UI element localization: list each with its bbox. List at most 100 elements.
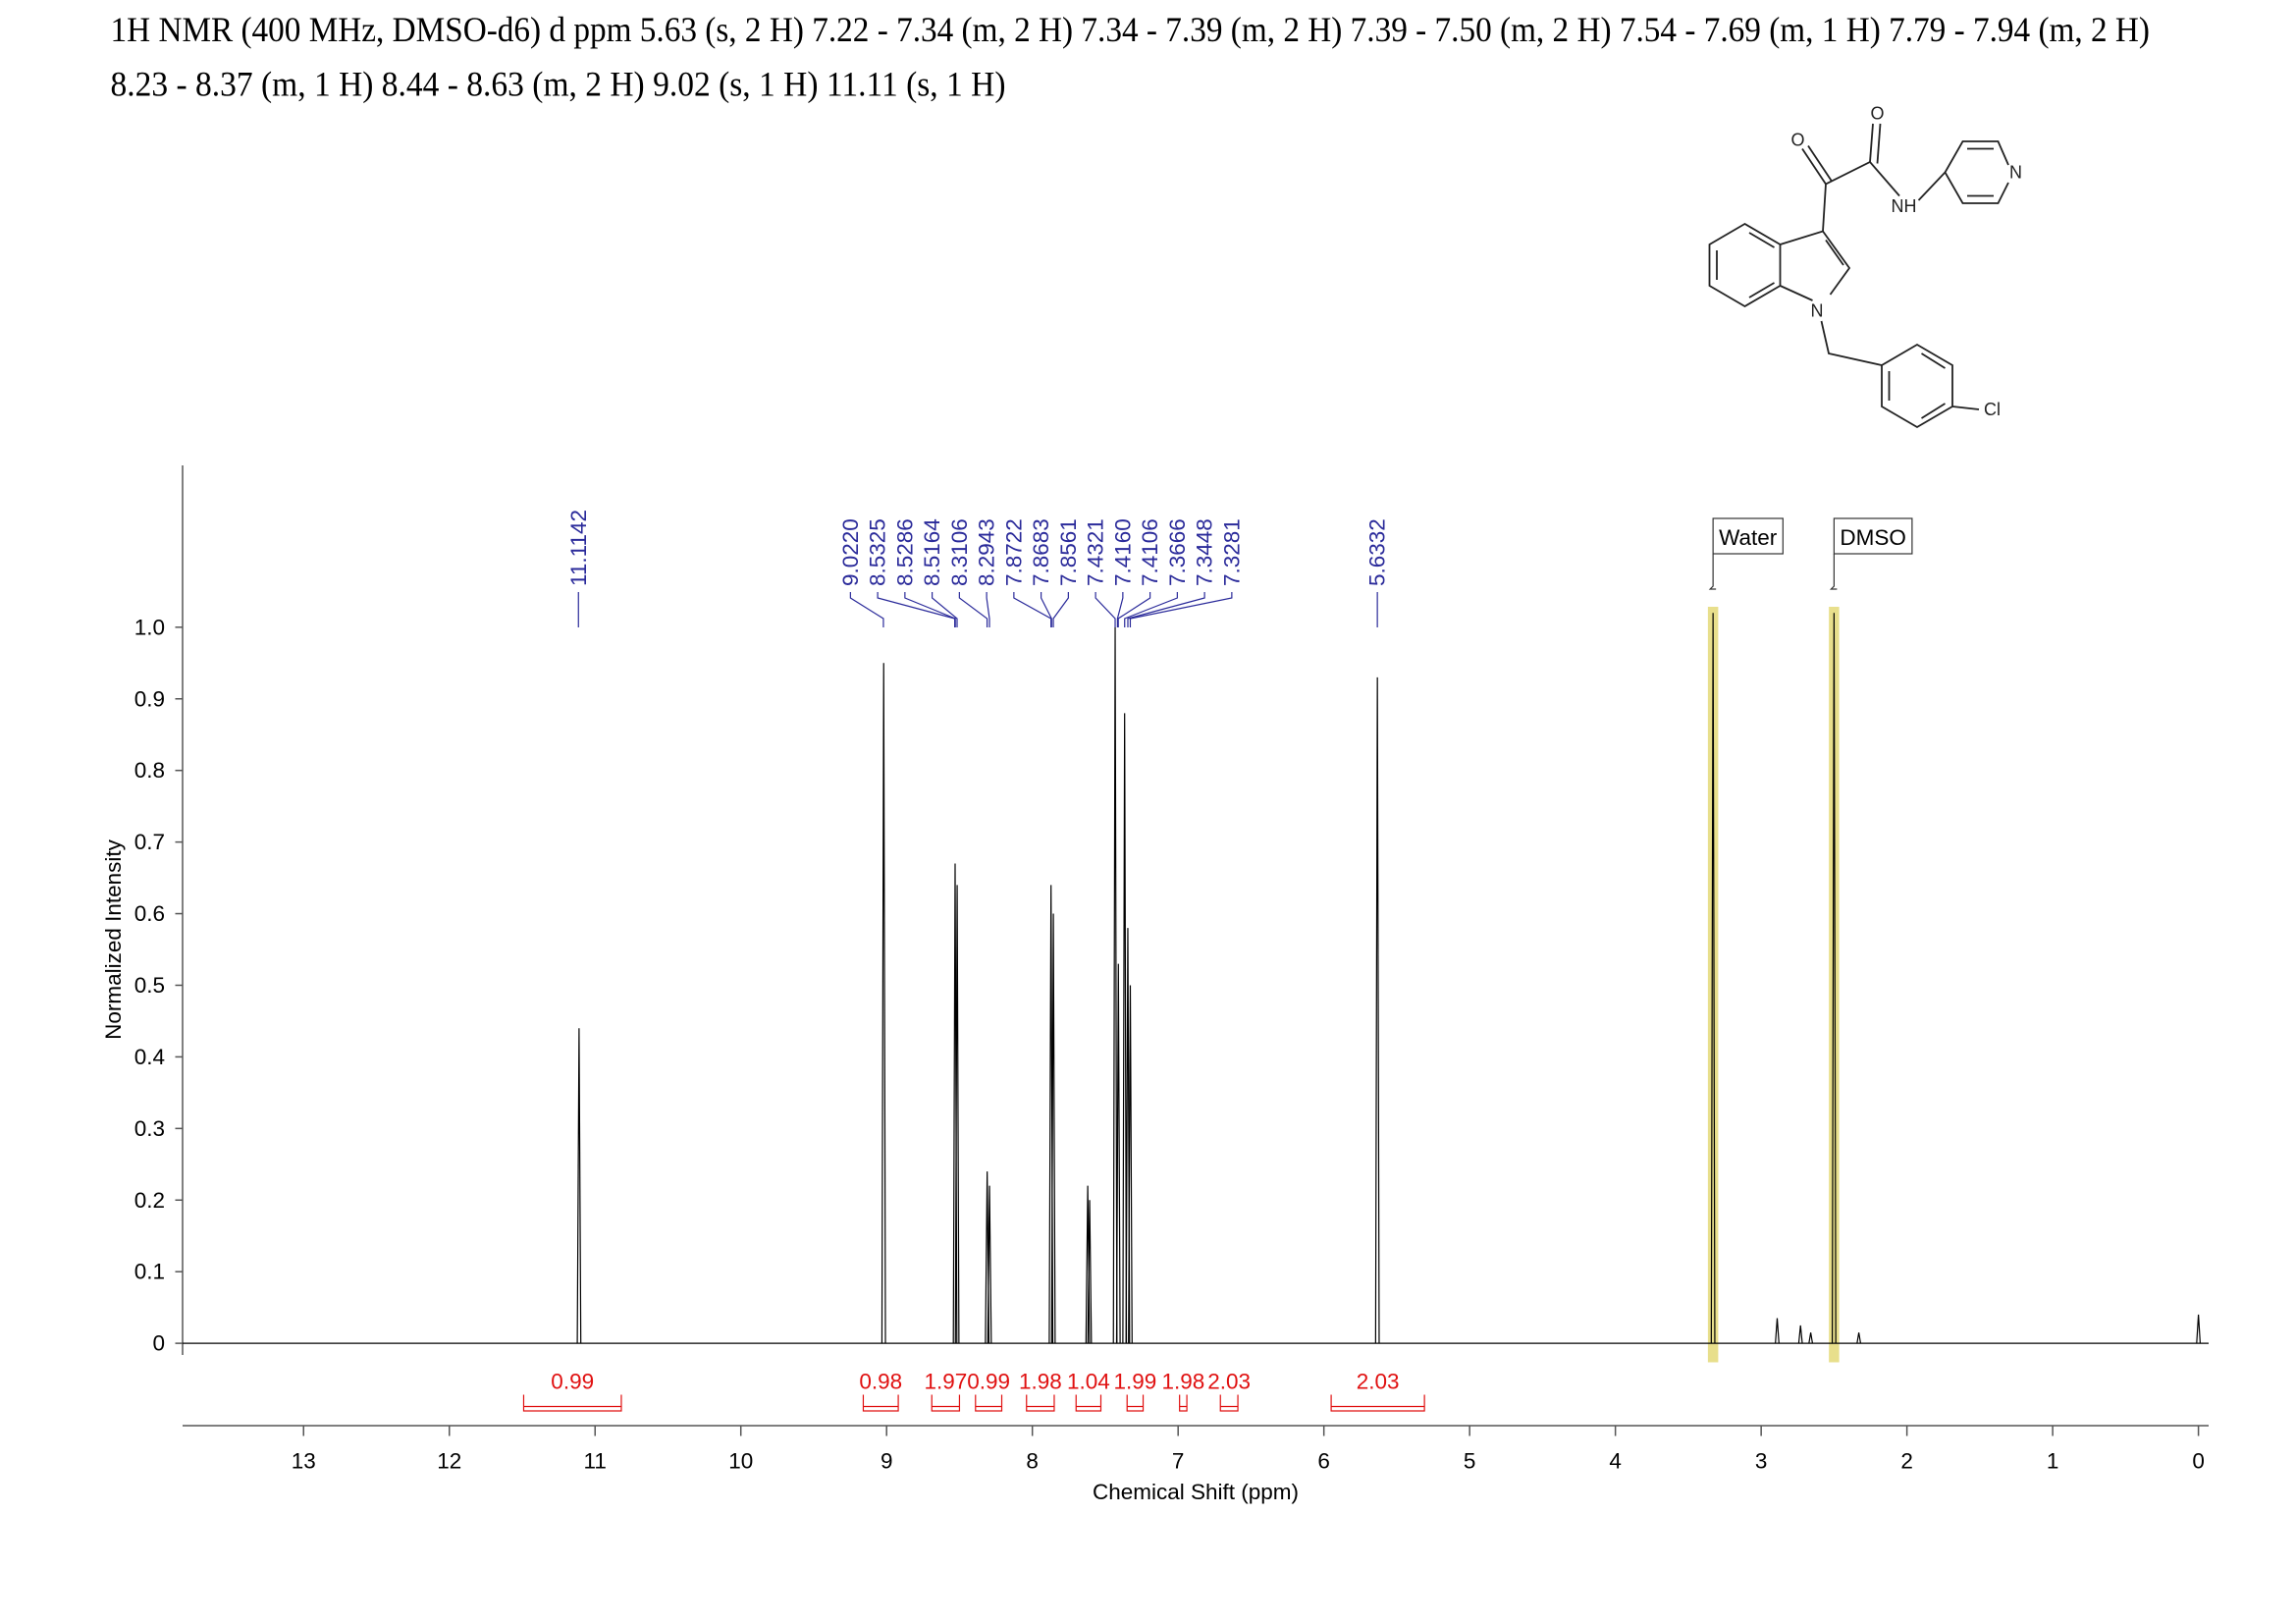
bond — [1780, 230, 1851, 296]
y-tick-label: 0.2 — [134, 1188, 165, 1213]
peak-label: 7.8683 — [1029, 518, 1053, 586]
peak-label: 7.3666 — [1165, 518, 1190, 586]
peak-label: 7.3281 — [1219, 518, 1244, 586]
peak-label: 8.5325 — [866, 518, 890, 586]
integral-bracket — [1330, 1394, 1425, 1412]
peak-label: 8.2943 — [975, 518, 999, 586]
integral-label: 1.04 — [1067, 1370, 1110, 1394]
x-tick-label: 0 — [2192, 1449, 2205, 1474]
peak-label: 7.4321 — [1084, 518, 1108, 586]
peak-label-connector — [1041, 592, 1052, 627]
peak-label: 7.4106 — [1138, 518, 1162, 586]
x-tick-label: 4 — [1609, 1449, 1622, 1474]
y-tick-label: 0.3 — [134, 1116, 165, 1141]
peak — [1050, 913, 1056, 1344]
integral-label: 0.98 — [859, 1370, 902, 1394]
peak — [2196, 1314, 2202, 1344]
atom-label: Cl — [1984, 400, 2001, 419]
y-tick-label: 0.7 — [134, 830, 165, 854]
peak — [1122, 713, 1128, 1344]
x-tick-label: 6 — [1317, 1449, 1330, 1474]
x-tick-label: 5 — [1464, 1449, 1476, 1474]
x-tick-label: 12 — [437, 1449, 461, 1474]
chart-title: 8.23 - 8.37 (m, 1 H) 8.44 - 8.63 (m, 2 H… — [111, 65, 1006, 104]
integral-bracket — [931, 1394, 961, 1412]
peak-label-connector — [958, 592, 988, 627]
peak-label-connector — [1127, 592, 1205, 627]
integral-label: 2.03 — [1357, 1370, 1400, 1394]
peak — [576, 1028, 582, 1344]
peak-label: 11.1142 — [566, 510, 591, 586]
peak — [1856, 1332, 1862, 1344]
y-tick-label: 0.8 — [134, 758, 165, 783]
integral-label: 2.03 — [1207, 1370, 1251, 1394]
annotation-connector — [1708, 554, 1717, 590]
integral-label: 1.97 — [924, 1370, 967, 1394]
x-tick-label: 9 — [881, 1449, 893, 1474]
integral-bracket — [1026, 1394, 1055, 1412]
bond — [1780, 285, 1813, 301]
peak-label-connector — [1052, 592, 1069, 627]
peak-label-connector — [1124, 592, 1178, 627]
bond — [1881, 343, 1953, 429]
peak — [987, 1185, 992, 1344]
annotation-label: Water — [1719, 525, 1778, 550]
atom-label: N — [1811, 301, 1824, 321]
integral-bracket — [522, 1394, 622, 1412]
x-tick-label: 2 — [1900, 1449, 1913, 1474]
peak-label: 8.5286 — [892, 518, 917, 586]
bond — [1921, 403, 1946, 419]
peak — [1710, 613, 1716, 1344]
peak — [1374, 676, 1380, 1344]
annotation-box — [1833, 517, 1913, 555]
atom-label: N — [2009, 163, 2022, 183]
peak-label: 7.8722 — [1001, 518, 1026, 586]
peak-label: 9.0220 — [838, 518, 863, 586]
atom-label: NH — [1892, 196, 1917, 216]
bond — [1807, 145, 1833, 182]
peak — [954, 885, 960, 1344]
bond — [1820, 320, 1883, 366]
bond — [1917, 171, 1947, 201]
peak-label-connector — [1013, 592, 1052, 627]
peak-label: 8.3106 — [947, 518, 972, 586]
peak — [1831, 613, 1837, 1344]
peak — [881, 663, 886, 1344]
bond — [1708, 222, 1782, 308]
atom-label: O — [1870, 104, 1884, 124]
bond — [1801, 148, 1827, 185]
bond — [1944, 140, 2009, 204]
integral-bracket — [862, 1394, 899, 1412]
peak-label-connector — [932, 592, 958, 627]
solvent-highlight — [1829, 607, 1840, 1363]
peak — [1112, 626, 1118, 1344]
y-tick-label: 0.6 — [134, 901, 165, 926]
peak — [1128, 985, 1133, 1344]
peak-label: 7.8561 — [1056, 518, 1081, 586]
annotation-label: DMSO — [1840, 525, 1906, 550]
solvent-highlight — [1707, 607, 1719, 1363]
peak-label: 5.6332 — [1365, 518, 1390, 586]
y-axis-label: Normalized Intensity — [101, 839, 126, 1040]
integral-bracket — [1126, 1394, 1145, 1412]
peak-label-connector — [1117, 592, 1151, 627]
x-tick-label: 7 — [1172, 1449, 1185, 1474]
peak-label-connector — [1095, 592, 1116, 627]
y-tick-label: 1.0 — [134, 615, 165, 639]
bond — [1921, 352, 1946, 369]
integral-bracket — [1219, 1394, 1239, 1412]
peak — [1115, 963, 1121, 1344]
bond — [1748, 232, 1775, 248]
integral-bracket — [975, 1394, 1003, 1412]
integral-label: 0.99 — [967, 1370, 1010, 1394]
atom-label: O — [1790, 131, 1804, 150]
annotation-box — [1712, 517, 1784, 555]
integral-label: 1.98 — [1161, 1370, 1204, 1394]
peak-label-connector — [877, 592, 956, 627]
y-tick-label: 0.1 — [134, 1260, 165, 1284]
integral-bracket — [1179, 1394, 1188, 1412]
integral-bracket — [1075, 1394, 1102, 1412]
x-tick-label: 10 — [728, 1449, 753, 1474]
peak — [1775, 1318, 1780, 1344]
